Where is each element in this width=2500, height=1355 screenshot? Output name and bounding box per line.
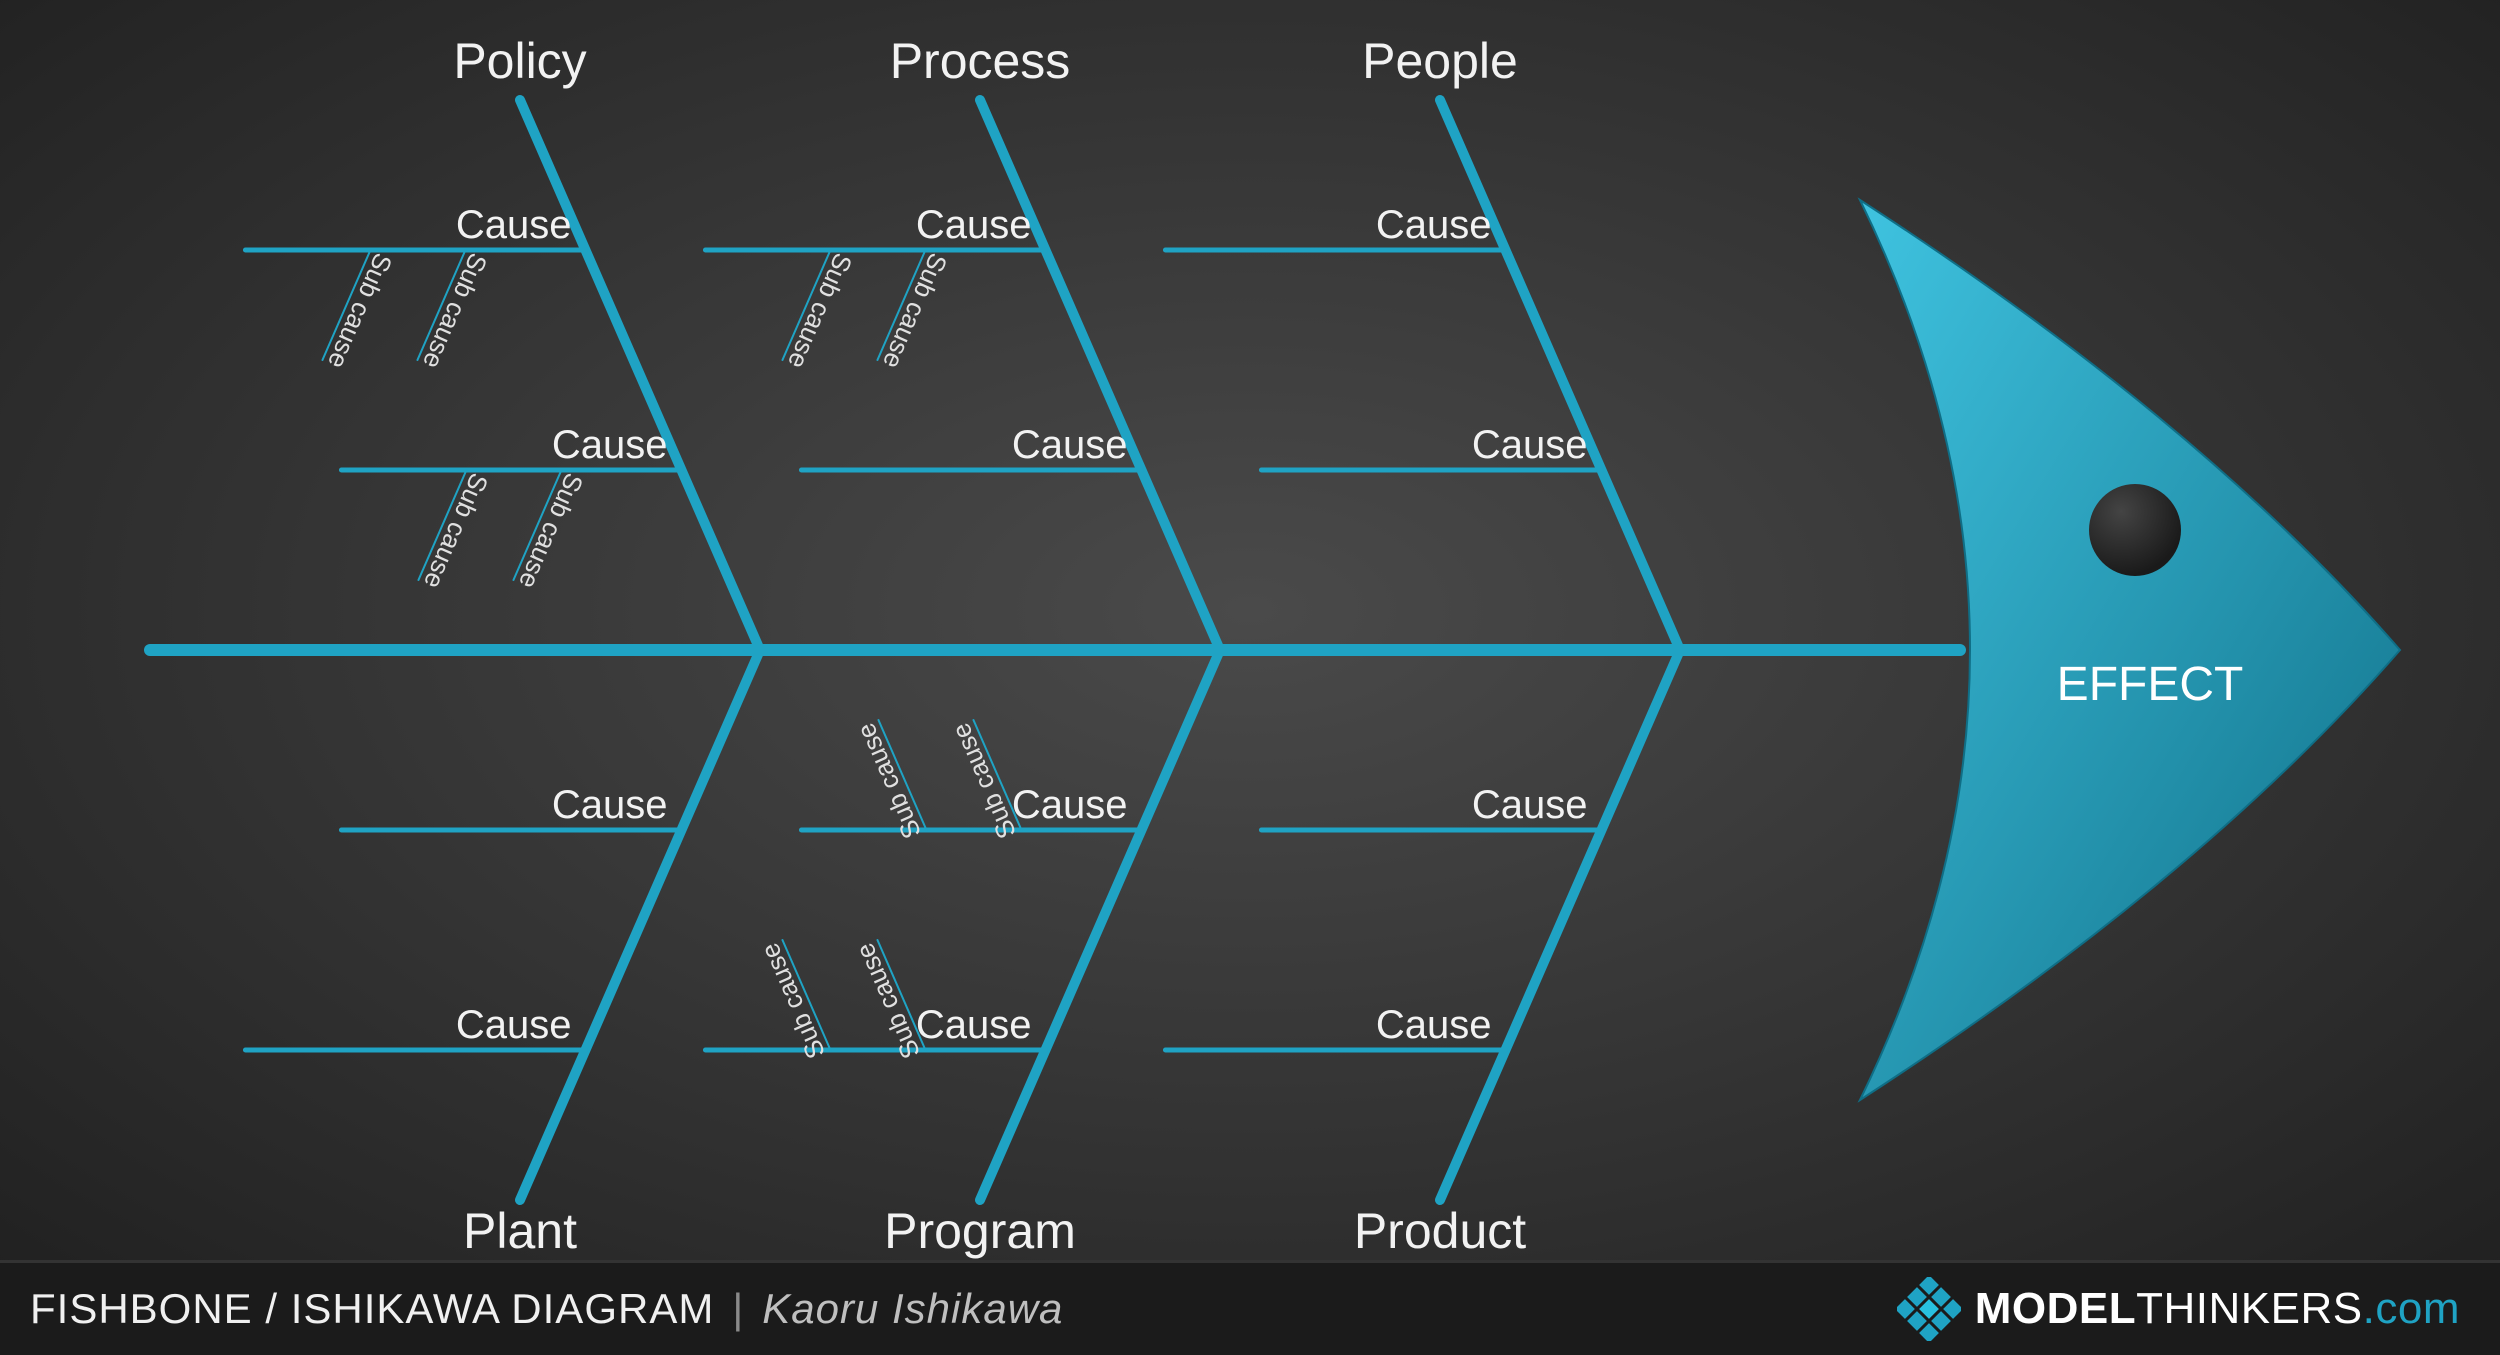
footer-bar: FISHBONE / ISHIKAWA DIAGRAM | Kaoru Ishi… <box>0 1260 2500 1355</box>
svg-text:Cause: Cause <box>456 203 572 247</box>
svg-text:Cause: Cause <box>1376 203 1492 247</box>
footer-separator: | <box>732 1285 744 1333</box>
diagram-stage: PolicyCauseSub causeSub causeCauseSub ca… <box>0 0 2500 1355</box>
svg-text:Cause: Cause <box>552 783 668 827</box>
fish-eye <box>2089 484 2181 576</box>
brand-part-suffix: .com <box>2363 1284 2460 1333</box>
brand-part-bold: MODEL <box>1975 1284 2136 1333</box>
svg-text:Cause: Cause <box>456 1003 572 1047</box>
svg-text:EFFECT: EFFECT <box>2057 658 2244 711</box>
svg-text:Cause: Cause <box>916 1003 1032 1047</box>
svg-text:Policy: Policy <box>453 33 586 89</box>
svg-text:Cause: Cause <box>1376 1003 1492 1047</box>
svg-text:Cause: Cause <box>1472 423 1588 467</box>
svg-text:Cause: Cause <box>1012 783 1128 827</box>
svg-text:Plant: Plant <box>463 1203 577 1259</box>
footer-left: FISHBONE / ISHIKAWA DIAGRAM | Kaoru Ishi… <box>30 1285 1063 1333</box>
footer-attribution: Kaoru Ishikawa <box>762 1285 1063 1333</box>
svg-text:Cause: Cause <box>916 203 1032 247</box>
svg-text:Cause: Cause <box>552 423 668 467</box>
footer-right: MODELTHINKERS.com <box>1897 1277 2460 1341</box>
fishbone-svg: PolicyCauseSub causeSub causeCauseSub ca… <box>0 0 2500 1355</box>
svg-text:Cause: Cause <box>1012 423 1128 467</box>
svg-text:Program: Program <box>884 1203 1076 1259</box>
svg-text:Product: Product <box>1354 1203 1526 1259</box>
svg-text:Cause: Cause <box>1472 783 1588 827</box>
brand-wordmark: MODELTHINKERS.com <box>1975 1284 2460 1334</box>
svg-text:People: People <box>1362 33 1518 89</box>
brand-part-light: THINKERS <box>2136 1284 2362 1333</box>
brand-logo-icon <box>1897 1277 1961 1341</box>
svg-text:Process: Process <box>890 33 1071 89</box>
footer-title: FISHBONE / ISHIKAWA DIAGRAM <box>30 1285 714 1333</box>
